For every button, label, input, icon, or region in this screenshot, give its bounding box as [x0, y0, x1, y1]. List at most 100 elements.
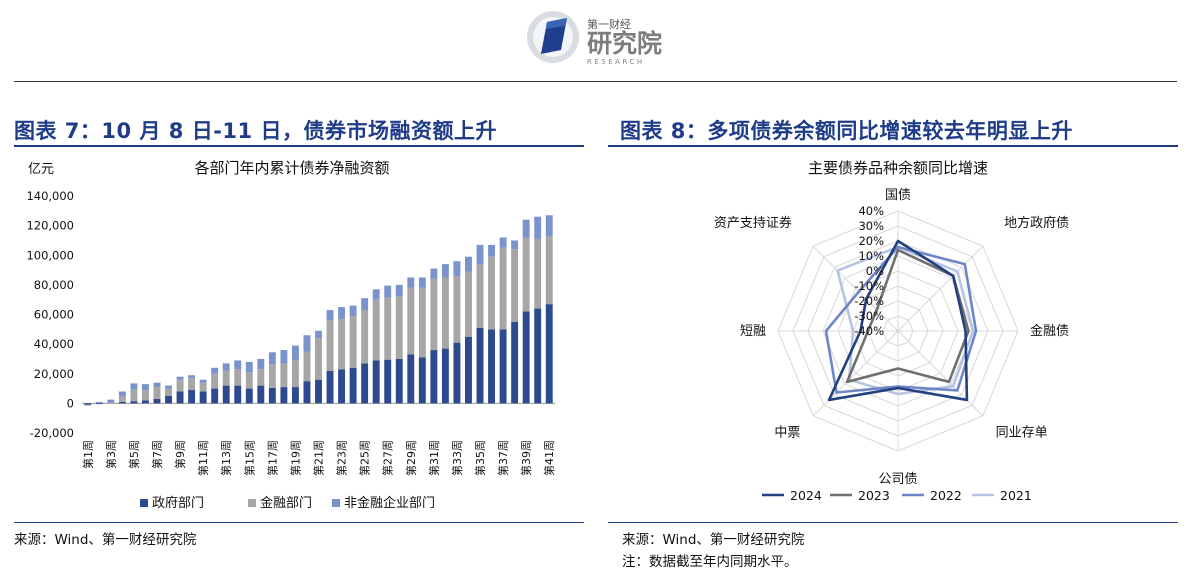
bar-segment — [407, 354, 415, 404]
bar-segment — [499, 247, 507, 330]
bar-segment — [418, 357, 426, 404]
bar-segment — [153, 387, 161, 399]
radar-chart: 主要债券品种余额同比增速 -40%-30%-20%-10%0%10%20%30%… — [714, 159, 1069, 503]
legend-label: 2023 — [858, 488, 890, 503]
x-tick-label: 第27周 — [381, 440, 395, 476]
bar-segment — [338, 318, 346, 370]
legend-label: 2024 — [790, 488, 822, 503]
bar-segment — [349, 367, 357, 404]
bar-segment — [476, 327, 484, 404]
radar-axis-label: 资产支持证券 — [714, 215, 792, 231]
bar-segment — [384, 359, 392, 404]
x-tick-label: 第23周 — [335, 440, 349, 476]
r-tick-label: -10% — [854, 279, 884, 293]
radar-spoke — [812, 245, 899, 332]
bar-segment — [211, 388, 219, 404]
bar-segment — [326, 370, 334, 404]
logo-brand: 第一财经 — [587, 17, 631, 31]
bar-segment — [349, 305, 357, 316]
bar-segment — [176, 379, 184, 392]
legend-label: 金融部门 — [260, 495, 312, 511]
bar-segment — [453, 261, 461, 276]
bar-segment — [349, 315, 357, 368]
bar-segment — [165, 385, 172, 389]
x-tick-label: 第25周 — [358, 440, 372, 476]
bar-segment — [430, 268, 438, 279]
bar-segment — [222, 370, 230, 386]
x-tick-label: 第29周 — [404, 440, 418, 476]
bar-segment — [188, 390, 196, 404]
bar-segment — [511, 249, 519, 322]
bar-segment — [488, 329, 496, 404]
x-tick-label: 第11周 — [196, 440, 210, 476]
bar-segment — [176, 391, 184, 404]
bar-segment — [430, 350, 438, 404]
bar-segment — [245, 372, 253, 389]
right-source-rule — [608, 522, 1178, 523]
radar-axis-label: 地方政府债 — [1004, 215, 1069, 231]
x-tick-label: 第7周 — [150, 440, 164, 469]
r-tick-label: -20% — [854, 294, 884, 308]
bar-segment — [361, 363, 369, 404]
bar-segment — [407, 277, 415, 288]
bar-segment — [211, 373, 219, 389]
radar-axis-label: 中票 — [774, 426, 800, 441]
bar-segment — [234, 369, 242, 386]
research-logo: 第一财经 研究院 RESEARCH — [525, 8, 675, 66]
logo-sub: RESEARCH — [587, 58, 645, 66]
x-tick-label: 第19周 — [288, 440, 302, 476]
bar-segment — [534, 308, 542, 404]
radar-spoke — [897, 245, 984, 332]
header-rule — [14, 81, 1177, 82]
left-figure-title: 图表 7：10 月 8 日-11 日，债券市场融资额上升 — [14, 119, 497, 143]
bar-segment — [245, 361, 253, 373]
bar-segment — [453, 275, 461, 343]
bar-segment — [522, 219, 530, 238]
r-tick-label: 30% — [858, 219, 884, 233]
bar-segment — [303, 351, 311, 382]
bar-segment — [222, 385, 230, 404]
bar-segment — [453, 342, 461, 404]
bar-chart-ylabel: 亿元 — [28, 162, 54, 177]
bar-segment — [257, 369, 265, 386]
radar-series-line — [836, 245, 975, 396]
bar-segment — [315, 330, 322, 339]
bar-segment — [268, 364, 276, 388]
bar-segment — [372, 299, 380, 361]
x-tick-label: 第39周 — [519, 440, 533, 476]
bar-segment — [338, 369, 346, 404]
bar-segment — [165, 395, 172, 404]
x-tick-label: 第33周 — [450, 440, 464, 476]
bar-segment — [141, 390, 149, 401]
y-tick-label: 120,000 — [26, 219, 74, 233]
bar-segment — [361, 298, 369, 311]
bar-segment — [522, 237, 530, 312]
right-figure-title: 图表 8：多项债券余额同比增速较去年明显上升 — [620, 119, 1073, 143]
bar-segment — [107, 402, 115, 404]
bar-segment — [476, 244, 484, 265]
bar-segment — [234, 385, 242, 404]
y-tick-label: 80,000 — [34, 278, 74, 292]
legend-label: 政府部门 — [152, 496, 204, 511]
bar-segment — [534, 238, 542, 309]
x-tick-label: 第5周 — [127, 440, 141, 469]
x-tick-label: 第13周 — [219, 440, 233, 476]
bar-segment — [245, 388, 253, 404]
bar-segment — [338, 307, 346, 319]
research-logo-graphic: 第一财经 研究院 RESEARCH — [527, 11, 662, 66]
bar-segment — [199, 382, 207, 392]
legend-swatch — [140, 499, 148, 507]
logo-name: 研究院 — [587, 29, 662, 58]
r-tick-label: -40% — [854, 324, 884, 338]
r-tick-label: 20% — [858, 234, 884, 248]
radar-axis-label: 短融 — [740, 324, 766, 339]
bar-segment — [107, 399, 115, 403]
bar-segment — [188, 375, 196, 379]
x-tick-label: 第17周 — [265, 440, 279, 476]
bar-segment — [130, 383, 138, 390]
bar-segment — [372, 289, 380, 300]
r-tick-label: 10% — [858, 249, 884, 263]
x-tick-label: 第37周 — [496, 440, 510, 476]
bar-segment — [441, 277, 449, 349]
bar-segment — [326, 320, 334, 371]
